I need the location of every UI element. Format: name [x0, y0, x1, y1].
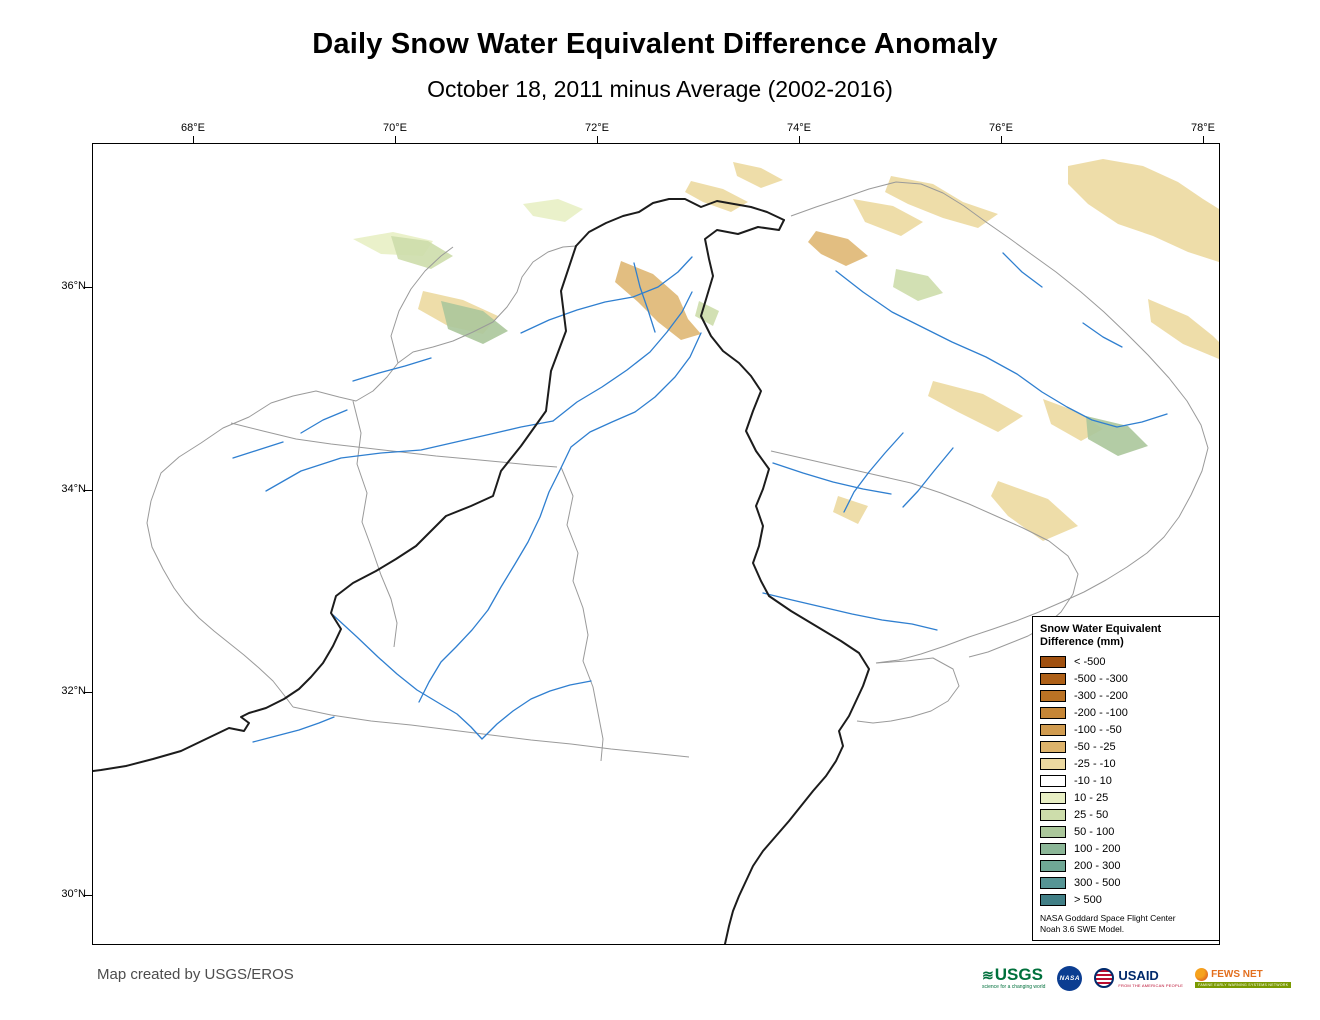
footer-logos: ≋USGS science for a changing world NASA … — [982, 958, 1292, 998]
legend-entry-label: -50 - -25 — [1074, 740, 1116, 753]
legend-note: NASA Goddard Space Flight Center Noah 3.… — [1040, 913, 1212, 935]
map-canvas — [93, 159, 1219, 944]
legend-swatch — [1040, 655, 1066, 668]
page-title: Daily Snow Water Equivalent Difference A… — [312, 28, 998, 60]
nasa-logo: NASA — [1057, 965, 1083, 991]
legend-swatch — [1040, 740, 1066, 753]
legend-entry-label: 50 - 100 — [1074, 825, 1115, 838]
legend-entry: < -500 — [1040, 653, 1212, 670]
fews-net-sun-icon — [1195, 968, 1209, 981]
legend-swatch — [1040, 723, 1066, 736]
legend-entry-label: -10 - 10 — [1074, 774, 1112, 787]
legend-entry-label: 100 - 200 — [1074, 842, 1121, 855]
usaid-logo: USAID FROM THE AMERICAN PEOPLE — [1094, 968, 1183, 988]
y-axis-label: 32°N — [61, 685, 86, 697]
legend-entry-label: -200 - -100 — [1074, 706, 1128, 719]
legend-entry: 100 - 200 — [1040, 840, 1212, 857]
legend-swatch — [1040, 791, 1066, 804]
x-axis-tick — [597, 136, 598, 144]
legend-swatch — [1040, 774, 1066, 787]
legend-entry-label: > 500 — [1074, 893, 1102, 906]
x-axis-tick — [193, 136, 194, 144]
page-subtitle: October 18, 2011 minus Average (2002-201… — [427, 76, 893, 102]
legend-entry: -500 - -300 — [1040, 670, 1212, 687]
map-frame: Snow Water Equivalent Difference (mm) < … — [92, 143, 1220, 945]
usaid-tagline: FROM THE AMERICAN PEOPLE — [1118, 982, 1184, 988]
legend-entry-label: 25 - 50 — [1074, 808, 1109, 821]
legend-entry: -200 - -100 — [1040, 704, 1212, 721]
y-axis-label: 36°N — [61, 280, 86, 292]
x-axis-label: 78°E — [1191, 122, 1215, 134]
legend-swatch — [1040, 672, 1066, 685]
x-axis-label: 68°E — [181, 122, 205, 134]
nasa-insignia-icon: NASA — [1057, 965, 1083, 991]
x-axis-tick — [395, 136, 396, 144]
x-axis-tick — [1001, 136, 1002, 144]
nasa-text: NASA — [1059, 974, 1081, 982]
credit-text: Map created by USGS/EROS — [97, 966, 294, 983]
y-axis-label: 30°N — [61, 887, 86, 900]
legend-entry: -10 - 10 — [1040, 772, 1212, 789]
legend-entry: > 500 — [1040, 891, 1212, 908]
fews-net-tagline: FAMINE EARLY WARNING SYSTEMS NETWORK — [1195, 982, 1292, 988]
x-axis-label: 70°E — [383, 122, 407, 134]
anomaly-patches-positive — [353, 199, 1148, 456]
legend-entry: -300 - -200 — [1040, 687, 1212, 704]
rivers — [232, 252, 1168, 743]
legend-entry-label: 200 - 300 — [1074, 859, 1121, 872]
legend-entry-label: -300 - -200 — [1074, 689, 1128, 702]
x-axis-tick — [1203, 136, 1204, 144]
legend-entry: -100 - -50 — [1040, 721, 1212, 738]
legend-entry: 10 - 25 — [1040, 789, 1212, 806]
legend-title-line2: Difference (mm) — [1040, 636, 1124, 649]
legend-entries: < -500 -500 - -300 -300 - -200 -200 - -100 -… — [1040, 653, 1212, 908]
usaid-text: USAID — [1118, 967, 1159, 983]
x-axis-tick — [799, 136, 800, 144]
usgs-logo: ≋USGS science for a changing world — [982, 966, 1045, 990]
y-axis-tick — [84, 489, 92, 491]
usgs-text: USGS — [994, 965, 1043, 984]
usgs-wave-icon: ≋ — [982, 967, 994, 983]
usgs-tagline: science for a changing world — [982, 984, 1046, 990]
usaid-emblem-icon — [1094, 968, 1115, 988]
legend-swatch — [1040, 706, 1066, 719]
y-axis-tick — [84, 894, 92, 896]
legend-swatch — [1040, 808, 1066, 821]
legend-note-line1: NASA Goddard Space Flight Center — [1040, 913, 1176, 924]
legend-entry-label: 10 - 25 — [1074, 791, 1109, 804]
x-axis-label: 74°E — [787, 122, 811, 134]
fews-net-logo: FEWS NET FAMINE EARLY WARNING SYSTEMS NE… — [1195, 968, 1292, 988]
legend-swatch — [1040, 876, 1066, 889]
legend-entry: -25 - -10 — [1040, 755, 1212, 772]
legend-entry: 50 - 100 — [1040, 823, 1212, 840]
legend-swatch — [1040, 825, 1066, 838]
y-axis-tick — [84, 692, 92, 693]
legend-swatch — [1040, 757, 1066, 770]
legend-entry-label: -25 - -10 — [1074, 757, 1116, 770]
usgs-wordmark: ≋USGS — [982, 966, 1043, 983]
legend-entry: -50 - -25 — [1040, 738, 1212, 755]
legend-title-line1: Snow Water Equivalent — [1040, 623, 1162, 635]
legend-entry: 25 - 50 — [1040, 806, 1212, 823]
legend-entry-label: 300 - 500 — [1074, 876, 1121, 889]
legend-swatch — [1040, 842, 1066, 855]
y-axis-tick — [84, 287, 92, 288]
legend-swatch — [1040, 893, 1066, 906]
legend-entry: 300 - 500 — [1040, 874, 1212, 891]
legend-entry: 200 - 300 — [1040, 857, 1212, 874]
legend: Snow Water Equivalent Difference (mm) < … — [1032, 616, 1220, 942]
legend-entry-label: -100 - -50 — [1074, 723, 1122, 736]
y-axis-label: 34°N — [61, 482, 86, 495]
x-axis-label: 76°E — [989, 122, 1013, 134]
legend-entry-label: < -500 — [1074, 655, 1106, 668]
country-borders — [93, 198, 870, 944]
legend-entry-label: -500 - -300 — [1074, 672, 1128, 685]
legend-note-line2: Noah 3.6 SWE Model. — [1040, 924, 1125, 935]
legend-swatch — [1040, 689, 1066, 702]
legend-swatch — [1040, 859, 1066, 872]
x-axis-label: 72°E — [585, 122, 609, 134]
fews-net-text: FEWS NET — [1211, 969, 1263, 980]
